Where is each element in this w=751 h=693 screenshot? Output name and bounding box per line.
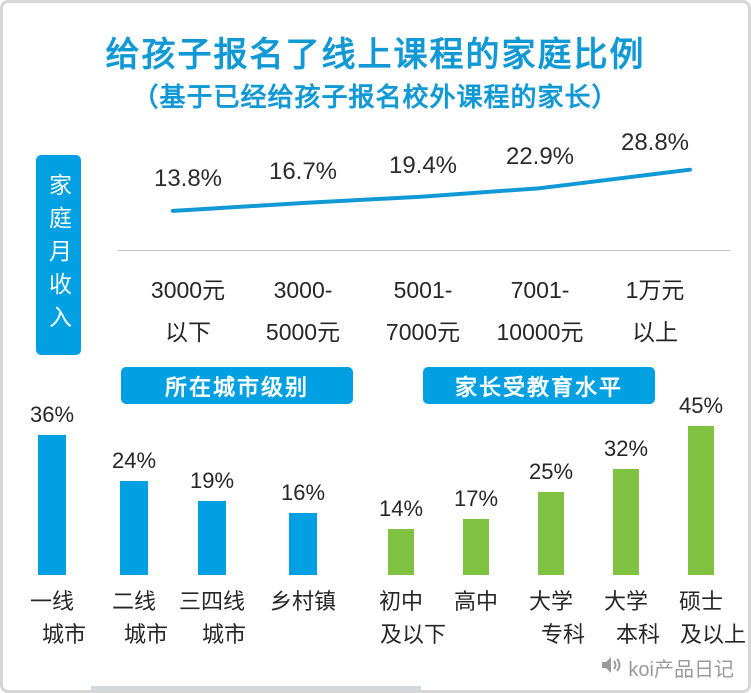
education-bar-label: 大学 专科 [528, 589, 585, 647]
education-bar-label: 高中 [453, 589, 498, 614]
city-bar-label: 一线 城市 [29, 589, 86, 647]
income-line-value: 28.8% [620, 129, 690, 156]
watermark-text: koi产品日记 [628, 659, 734, 681]
city-bar [120, 481, 148, 575]
education-bar-label: 硕士 及以上 [678, 589, 746, 647]
city-bar [198, 501, 226, 575]
page-subtitle: （基于已经给孩子报名校外课程的家长） [132, 82, 619, 112]
divider-line [118, 250, 730, 251]
education-bar [388, 529, 414, 575]
income-category-label: 3000元 以下 [150, 277, 226, 345]
city-bar-value: 19% [189, 468, 235, 493]
income-line-value: 16.7% [268, 158, 338, 186]
education-bar [463, 519, 489, 575]
education-bar-value: 32% [603, 436, 649, 461]
education-bar [688, 426, 714, 575]
city-bar-label: 乡村镇 [269, 589, 336, 614]
income-category-label: 7001- 10000元 [496, 277, 584, 345]
city-bar [289, 513, 317, 575]
city-bar-label: 三四线 城市 [178, 589, 246, 647]
city-bar-value: 36% [29, 402, 75, 427]
city-bar [38, 435, 66, 575]
income-line-value: 13.8% [153, 165, 223, 192]
page-title: 给孩子报名了线上课程的家庭比例 [105, 36, 646, 74]
cropped-bottom-artifact [91, 686, 421, 690]
city-bar-label: 二线 城市 [111, 589, 168, 647]
education-bar-value: 17% [453, 486, 499, 511]
income-line-value: 19.4% [388, 151, 458, 179]
watermark: koi产品日记 [600, 653, 734, 682]
education-bar-value: 25% [528, 459, 574, 484]
income-line-chart [171, 167, 692, 213]
income-category-label: 1万元 以上 [625, 277, 685, 345]
income-trend-line [171, 167, 692, 213]
education-bar-value: 14% [378, 496, 424, 521]
city-bar-value: 16% [280, 480, 326, 505]
megaphone-icon [600, 656, 622, 680]
section-header-education: 家长受教育水平 [423, 367, 655, 404]
income-line-value: 22.9% [505, 143, 575, 171]
education-bar [538, 492, 564, 575]
education-bar-label: 大学 本科 [603, 589, 660, 647]
section-header-city: 所在城市级别 [121, 367, 353, 404]
income-category-label: 5001- 7000元 [385, 277, 461, 345]
education-bar [613, 469, 639, 575]
income-axis-label: 家庭月收入 [36, 155, 81, 355]
income-category-label: 3000- 5000元 [265, 277, 341, 345]
city-bar-value: 24% [111, 448, 157, 473]
education-bar-value: 45% [678, 393, 724, 418]
education-bar-label: 初中 及以下 [378, 589, 446, 647]
